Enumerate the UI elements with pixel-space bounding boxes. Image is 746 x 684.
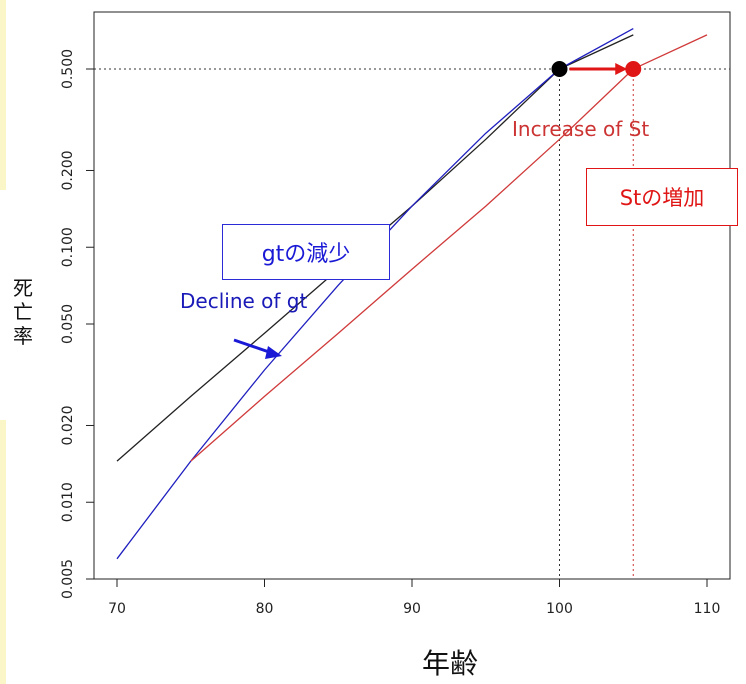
annotations: Increase of St Decline of gt xyxy=(180,117,649,359)
y-tick-label: 0.500 xyxy=(60,49,76,89)
x-tick-label: 110 xyxy=(694,601,721,617)
y-tick-label: 0.020 xyxy=(60,405,76,445)
x-axis-label: 年齢 xyxy=(421,647,478,680)
left-strip-lower xyxy=(0,420,6,684)
y-tick-label: 0.010 xyxy=(60,482,76,522)
markers xyxy=(551,61,642,77)
y-tick-label: 0.100 xyxy=(60,227,76,267)
axes: 70 80 90 100 110 0.005 0.010 0.020 0.050 0.100 0.2… xyxy=(60,49,720,617)
point-baseline xyxy=(551,61,568,77)
y-tick-label: 0.050 xyxy=(60,304,76,344)
annotation-increase-of-st: Increase of St xyxy=(512,117,649,141)
annotation-box-st-increase: Stの増加 xyxy=(586,168,738,226)
annotation-decline-of-gt: Decline of gt xyxy=(180,289,307,313)
series-line-2 xyxy=(190,34,708,462)
reference-lines xyxy=(94,68,730,579)
x-tick-label: 80 xyxy=(256,601,274,617)
y-tick-label: 0.200 xyxy=(60,150,76,190)
left-strip-upper xyxy=(0,0,6,190)
decline-arrow-head xyxy=(265,346,282,359)
point-shifted xyxy=(625,61,642,77)
x-tick-label: 70 xyxy=(108,601,126,617)
increase-arrow-head xyxy=(615,63,628,75)
x-tick-label: 100 xyxy=(546,601,573,617)
y-axis-label: 死亡率 xyxy=(13,276,33,348)
x-tick-label: 90 xyxy=(403,601,421,617)
decline-arrow-shaft xyxy=(233,338,273,355)
y-tick-label: 0.005 xyxy=(60,559,76,599)
annotation-box-gt-decline: gtの減少 xyxy=(222,224,390,280)
